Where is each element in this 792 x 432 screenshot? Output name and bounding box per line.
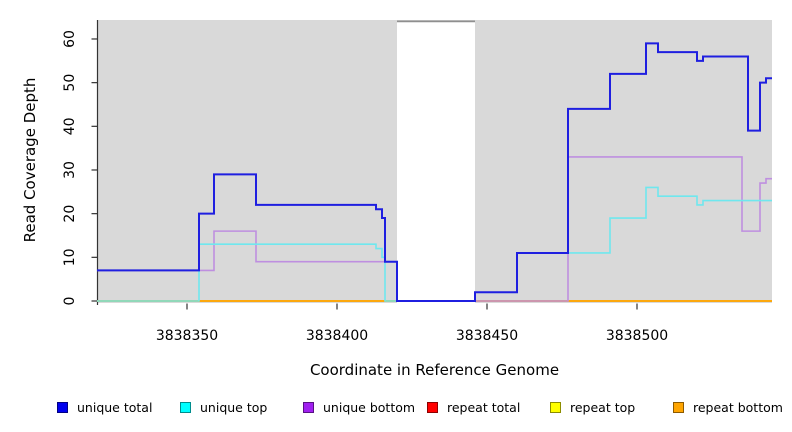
legend-label-unique-total: unique total xyxy=(77,399,153,415)
legend-label-repeat-bottom: repeat bottom xyxy=(693,399,783,415)
legend-swatch-unique-bottom xyxy=(303,401,314,413)
legend-item-unique-total: unique total xyxy=(57,398,152,416)
legend-item-repeat-bottom: repeat bottom xyxy=(673,398,783,416)
x-tick-label: 3838500 xyxy=(606,328,668,344)
series-unique-total-line xyxy=(97,42,772,302)
y-tick-label: 40 xyxy=(62,117,78,135)
legend-swatch-unique-total xyxy=(57,401,68,413)
legend-item-repeat-top: repeat top xyxy=(550,398,635,416)
legend-item-unique-top: unique top xyxy=(180,398,267,416)
x-tick-label: 3838400 xyxy=(306,328,368,344)
legend-label-repeat-total: repeat total xyxy=(447,399,521,415)
y-tick-label: 60 xyxy=(62,30,78,48)
x-tick-label: 3838350 xyxy=(156,328,218,344)
y-tick-label: 50 xyxy=(62,74,78,92)
legend-label-unique-top: unique top xyxy=(200,399,268,415)
y-tick-label: 30 xyxy=(62,161,78,179)
legend-item-unique-bottom: unique bottom xyxy=(303,398,415,416)
legend-swatch-repeat-total xyxy=(427,401,438,413)
x-axis-title: Coordinate in Reference Genome xyxy=(309,361,560,379)
legend-label-unique-bottom: unique bottom xyxy=(323,399,416,415)
legend-item-repeat-total: repeat total xyxy=(427,398,520,416)
legend-label-repeat-top: repeat top xyxy=(570,399,636,415)
y-tick-label: 10 xyxy=(62,248,78,266)
x-tick-label: 3838450 xyxy=(456,328,518,344)
legend-swatch-unique-top xyxy=(180,401,191,413)
legend-swatch-repeat-bottom xyxy=(673,401,684,413)
y-tick-label: 20 xyxy=(62,205,78,223)
y-axis-title: Read Coverage Depth xyxy=(21,77,39,243)
legend-swatch-repeat-top xyxy=(550,401,561,413)
no-data-gap-region xyxy=(397,20,475,303)
y-tick-label: 0 xyxy=(62,297,78,306)
